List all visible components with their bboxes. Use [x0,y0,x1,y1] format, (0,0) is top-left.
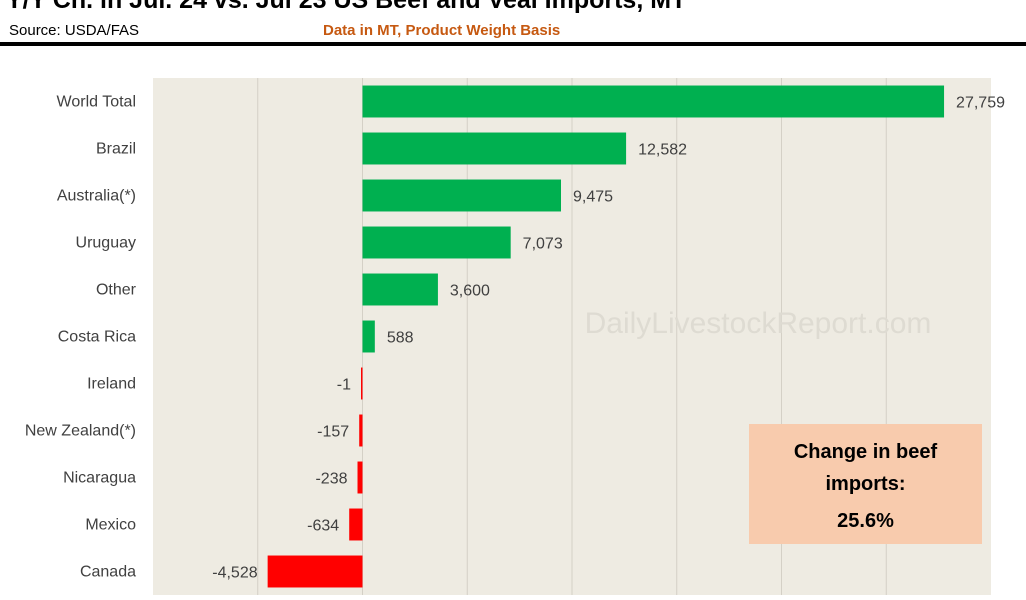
source-label: Source: USDA/FAS [9,22,140,39]
category-label: Costa Rica [58,329,136,346]
bar [349,508,363,541]
category-label: Mexico [85,517,136,534]
data-label: 7,073 [523,236,563,253]
category-label: Nicaragua [63,470,136,487]
bar [361,367,363,400]
watermark: DailyLivestockReport.com [585,307,932,340]
bar [362,85,945,118]
bar [357,461,363,494]
bar [362,179,562,212]
bar [359,414,363,447]
bars [267,85,945,588]
category-label: Canada [80,564,136,581]
category-label: World Total [57,94,136,111]
data-label: -157 [317,424,349,441]
callout-line-1: Change in beef [793,441,938,463]
bar [362,320,375,353]
callout-line-2: imports: [825,473,906,495]
bar [267,555,363,588]
category-label: Other [96,282,137,299]
data-label: 9,475 [573,189,613,206]
data-label: -238 [315,471,347,488]
data-label: -634 [307,518,339,535]
category-label: Australia(*) [57,188,136,205]
bar [362,273,438,306]
chart-title: Y/Y Ch. in Jul. 24 vs. Jul 23 US Beef an… [6,0,687,14]
category-label: New Zealand(*) [25,423,136,440]
data-label: 588 [387,330,414,347]
bar [362,132,627,165]
callout-value: 25.6% [837,510,894,532]
basis-note: Data in MT, Product Weight Basis [323,22,561,39]
data-label: 12,582 [638,142,687,159]
category-label: Brazil [96,141,136,158]
data-label: -4,528 [212,565,257,582]
data-label: -1 [337,377,351,394]
data-labels: 27,759 12,582 9,475 7,073 3,600 588 -1 -157 -238… [212,95,1005,582]
change-callout-box: Change in beef imports: 25.6% [749,424,982,544]
category-labels: World Total Brazil Australia(*) Uruguay Othe… [25,94,137,581]
data-label: 3,600 [450,283,490,300]
category-label: Ireland [87,376,136,393]
data-label: 27,759 [956,95,1005,112]
category-label: Uruguay [76,235,136,252]
bar [362,226,511,259]
header-rule [0,42,1026,46]
